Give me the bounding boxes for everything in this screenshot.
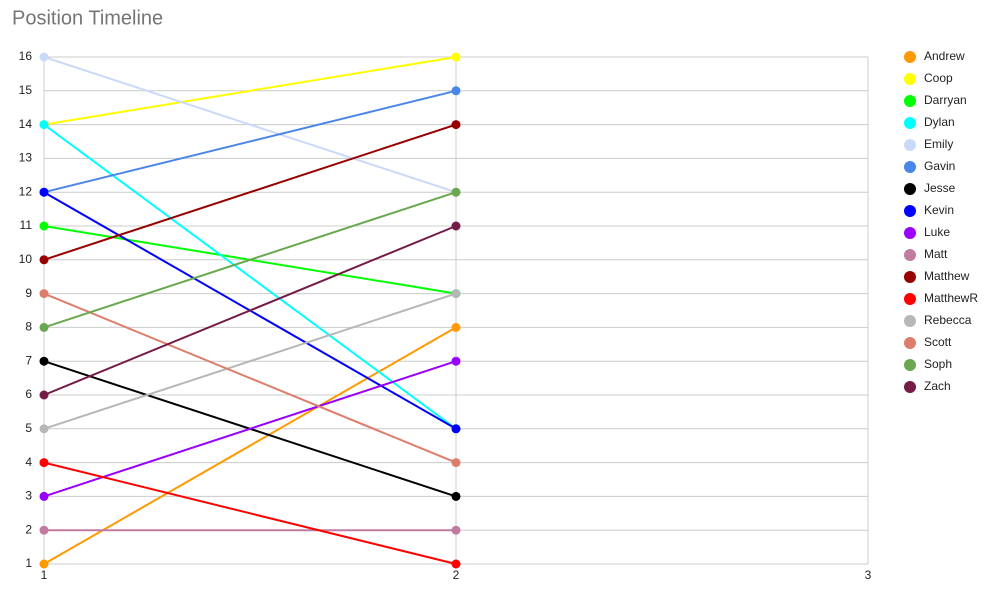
- data-point: [39, 255, 49, 265]
- data-point: [451, 221, 461, 231]
- legend-swatch: [904, 51, 916, 63]
- y-tick-label: 12: [19, 184, 33, 198]
- legend-swatch: [904, 227, 916, 239]
- y-tick-label: 15: [19, 83, 33, 97]
- legend-swatch: [904, 183, 916, 195]
- series-line: [43, 56, 457, 194]
- data-point: [451, 86, 461, 96]
- x-tick-label: 2: [453, 568, 460, 582]
- legend-label: Rebecca: [924, 313, 972, 327]
- series-line: [43, 191, 457, 329]
- data-point: [39, 187, 49, 197]
- data-point: [451, 52, 461, 62]
- series-line: [43, 326, 457, 565]
- data-point: [39, 458, 49, 468]
- data-point: [39, 289, 49, 299]
- y-tick-label: 4: [25, 455, 32, 469]
- legend-swatch: [904, 205, 916, 217]
- y-tick-label: 16: [19, 49, 33, 63]
- legend-swatch: [904, 271, 916, 283]
- series-line: [43, 56, 457, 126]
- legend-label: Scott: [924, 335, 952, 349]
- legend-label: Darryan: [924, 93, 967, 107]
- data-point: [39, 52, 49, 62]
- y-tick-label: 8: [25, 320, 32, 334]
- legend-label: MatthewR: [924, 291, 978, 305]
- data-point: [39, 390, 49, 400]
- data-point: [451, 458, 461, 468]
- legend-swatch: [904, 337, 916, 349]
- x-tick-label: 3: [865, 568, 872, 582]
- y-tick-label: 11: [20, 218, 33, 232]
- legend-swatch: [904, 359, 916, 371]
- legend-label: Emily: [924, 137, 953, 151]
- y-tick-label: 14: [19, 117, 33, 131]
- legend-label: Coop: [924, 71, 953, 85]
- legend-swatch: [904, 249, 916, 261]
- legend-label: Soph: [924, 357, 952, 371]
- data-point: [39, 559, 49, 569]
- chart-title: Position Timeline: [12, 7, 163, 29]
- data-point: [451, 525, 461, 535]
- data-point: [451, 491, 461, 501]
- y-tick-label: 10: [19, 252, 33, 266]
- x-tick-label: 1: [41, 568, 48, 582]
- data-point: [39, 356, 49, 366]
- legend-swatch: [904, 381, 916, 393]
- data-point: [39, 221, 49, 231]
- data-point: [451, 187, 461, 197]
- data-point: [451, 424, 461, 434]
- y-tick-label: 13: [19, 151, 33, 165]
- y-tick-label: 7: [25, 353, 32, 367]
- legend-swatch: [904, 117, 916, 129]
- y-tick-label: 9: [25, 286, 32, 300]
- data-point: [39, 322, 49, 332]
- y-tick-label: 1: [25, 556, 32, 570]
- series-line: [43, 360, 457, 498]
- data-point: [451, 356, 461, 366]
- legend-label: Kevin: [924, 203, 954, 217]
- legend-label: Zach: [924, 379, 951, 393]
- legend-label: Andrew: [924, 49, 965, 63]
- legend-label: Matt: [924, 247, 948, 261]
- series-line: [43, 292, 457, 464]
- legend-swatch: [904, 161, 916, 173]
- legend-label: Matthew: [924, 269, 970, 283]
- y-tick-label: 3: [25, 489, 32, 503]
- series-line: [43, 123, 457, 261]
- data-point: [39, 120, 49, 130]
- data-point: [39, 525, 49, 535]
- y-tick-label: 2: [25, 522, 32, 536]
- legend-swatch: [904, 139, 916, 151]
- legend-label: Gavin: [924, 159, 955, 173]
- data-point: [39, 424, 49, 434]
- legend-label: Dylan: [924, 115, 955, 129]
- data-point: [39, 491, 49, 501]
- legend-swatch: [904, 315, 916, 327]
- legend-swatch: [904, 293, 916, 305]
- series-line: [43, 89, 457, 194]
- data-point: [451, 559, 461, 569]
- data-point: [451, 289, 461, 299]
- series-line: [43, 225, 457, 396]
- data-point: [451, 120, 461, 130]
- series-line: [43, 461, 457, 565]
- series-line: [43, 292, 457, 430]
- legend-label: Luke: [924, 225, 950, 239]
- data-point: [451, 322, 461, 332]
- y-tick-label: 6: [25, 387, 32, 401]
- legend-swatch: [904, 73, 916, 85]
- legend-swatch: [904, 95, 916, 107]
- legend-label: Jesse: [924, 181, 956, 195]
- y-tick-label: 5: [25, 421, 32, 435]
